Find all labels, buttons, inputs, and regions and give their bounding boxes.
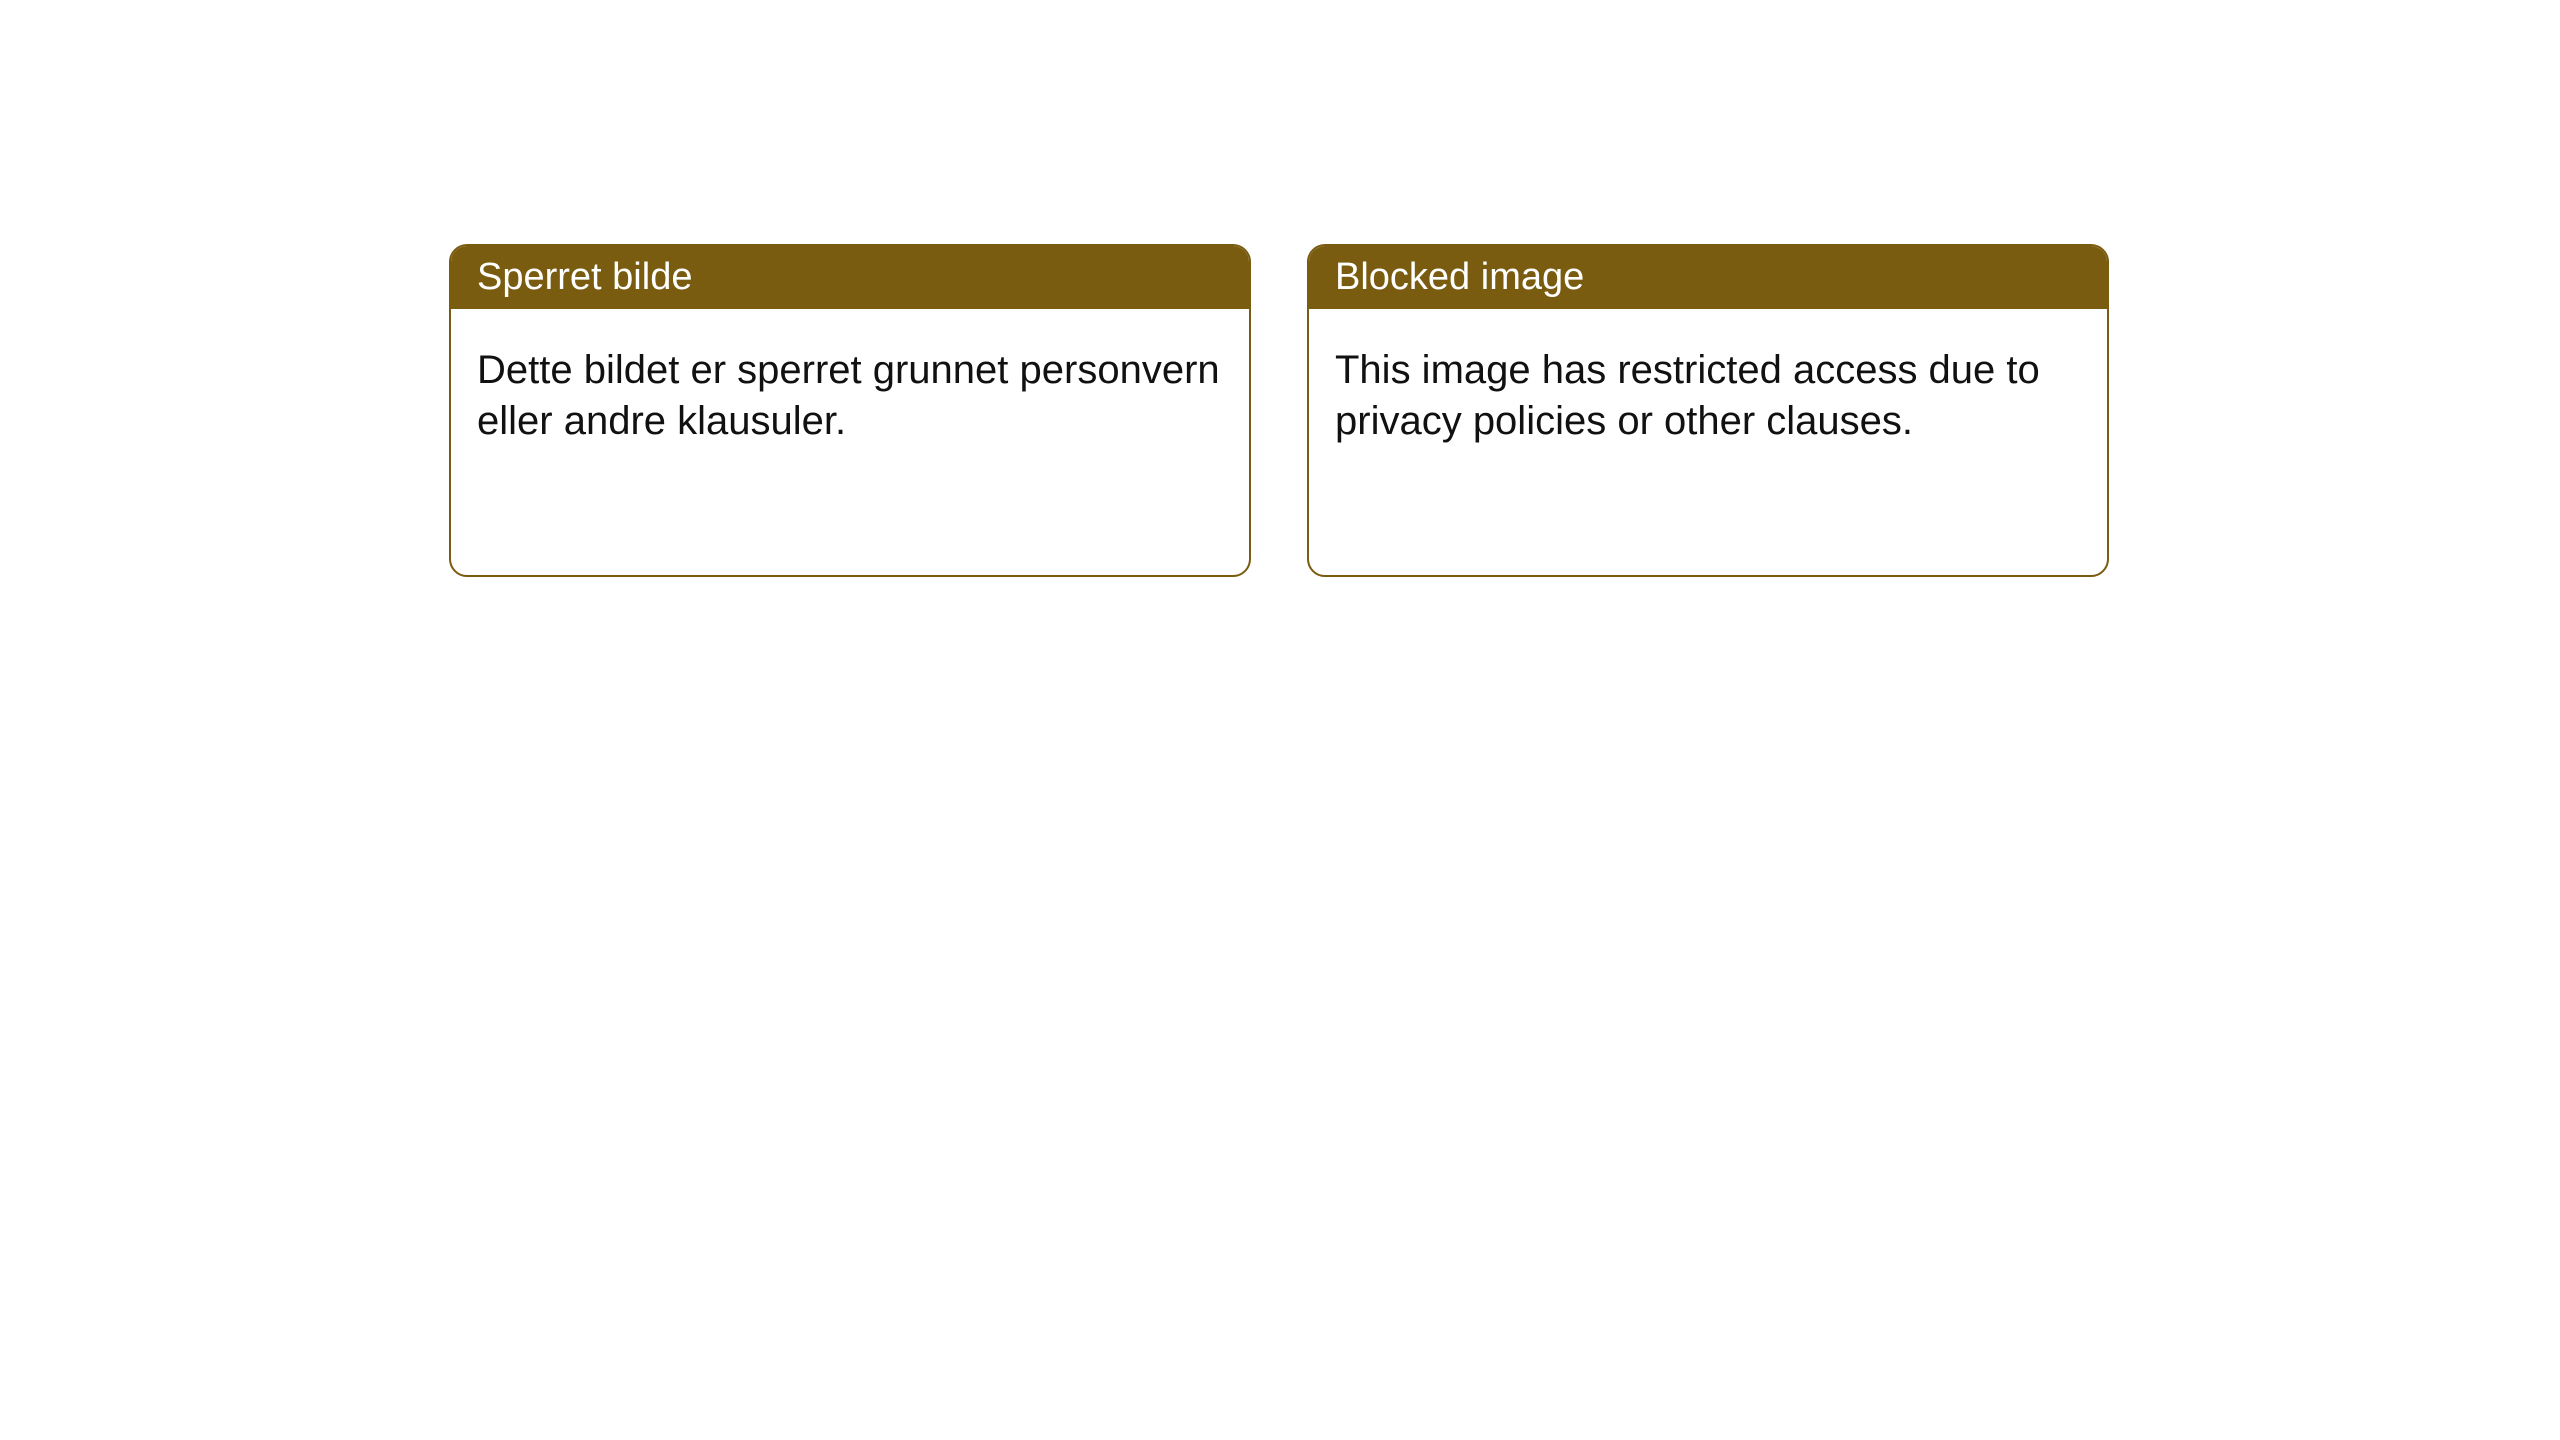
- card-body: Dette bildet er sperret grunnet personve…: [451, 309, 1249, 483]
- card-body-text: This image has restricted access due to …: [1335, 348, 2040, 443]
- card-title: Sperret bilde: [477, 256, 692, 298]
- card-body: This image has restricted access due to …: [1309, 309, 2107, 483]
- card-title: Blocked image: [1335, 256, 1584, 298]
- notice-card-norwegian: Sperret bilde Dette bildet er sperret gr…: [449, 244, 1251, 577]
- notice-cards-container: Sperret bilde Dette bildet er sperret gr…: [0, 0, 2560, 577]
- card-body-text: Dette bildet er sperret grunnet personve…: [477, 348, 1220, 443]
- card-header: Sperret bilde: [451, 246, 1249, 309]
- card-header: Blocked image: [1309, 246, 2107, 309]
- notice-card-english: Blocked image This image has restricted …: [1307, 244, 2109, 577]
